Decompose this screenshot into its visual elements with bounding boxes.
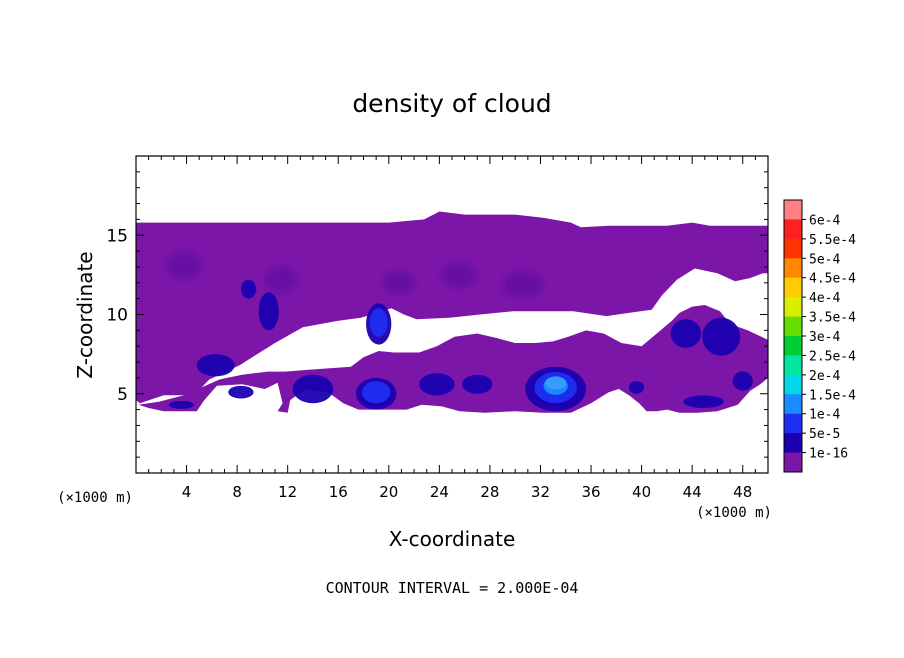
y-axis-label: Z-coordinate xyxy=(73,251,97,378)
colorbar-label: 5.5e-4 xyxy=(809,233,856,248)
density-contour xyxy=(462,374,493,394)
density-cell-1 xyxy=(168,400,195,409)
colorbar-label: 4.5e-4 xyxy=(809,272,856,287)
colorbar-swatch xyxy=(784,297,802,318)
colorbar: 6e-4 5.5e-4 5e-4 4.5e-4 4e-4 3.5e-4 3e-4 2.5e-4… xyxy=(783,199,856,473)
x-unit-right: (×1000 m) xyxy=(696,505,772,521)
density-contour xyxy=(369,308,388,337)
colorbar-swatch xyxy=(784,355,802,376)
colorbar-label: 6e-4 xyxy=(809,213,840,228)
colorbar-swatch xyxy=(784,336,802,356)
x-tick-label: 4 xyxy=(182,483,192,501)
colorbar-swatch xyxy=(784,258,802,279)
density-contour xyxy=(228,385,254,399)
x-tick-label: 16 xyxy=(329,483,348,501)
x-unit-left: (×1000 m) xyxy=(57,490,133,506)
x-tick-label: 36 xyxy=(581,483,600,501)
density-contour xyxy=(628,381,645,394)
colorbar-label: 1e-4 xyxy=(809,408,840,423)
density-contour xyxy=(362,381,391,404)
colorbar-label: 5e-4 xyxy=(809,252,840,267)
x-tick-label: 48 xyxy=(733,483,752,501)
density-contour xyxy=(670,319,702,348)
density-core xyxy=(545,376,567,390)
plot-area xyxy=(136,211,768,413)
x-tick-label: 32 xyxy=(531,483,550,501)
dark-patch-3 xyxy=(502,271,544,298)
density-contour xyxy=(258,292,279,331)
colorbar-swatch xyxy=(784,394,802,415)
dark-patch-2 xyxy=(266,266,297,293)
cloud-region-1 xyxy=(136,211,768,404)
x-tick-label: 44 xyxy=(683,483,702,501)
colorbar-swatch xyxy=(784,200,802,220)
density-cell-8 xyxy=(355,377,397,410)
colorbar-label: 2e-4 xyxy=(809,369,840,384)
colorbar-label: 2.5e-4 xyxy=(809,349,856,364)
colorbar-swatch xyxy=(784,219,802,240)
x-tick-label: 40 xyxy=(632,483,651,501)
colorbar-swatch xyxy=(784,433,802,454)
y-tick-label: 10 xyxy=(106,306,128,326)
dark-patch-1 xyxy=(166,252,202,279)
density-cell-11 xyxy=(525,366,586,412)
density-contour xyxy=(419,373,455,396)
density-contour xyxy=(683,395,724,409)
colorbar-label: 1e-16 xyxy=(809,447,848,462)
density-cell-4 xyxy=(258,292,279,331)
density-cell-9 xyxy=(419,373,455,396)
density-cell-14 xyxy=(732,371,753,391)
colorbar-swatch xyxy=(784,374,802,395)
y-tick-label: 15 xyxy=(106,226,128,246)
contour-interval-note: CONTOUR INTERVAL = 2.000E-04 xyxy=(326,579,579,597)
density-cell-5 xyxy=(240,279,257,299)
colorbar-label: 1.5e-4 xyxy=(809,388,856,403)
density-cell-10 xyxy=(462,374,493,394)
density-contour xyxy=(292,374,334,404)
x-tick-label: 24 xyxy=(430,483,449,501)
colorbar-swatch xyxy=(784,452,802,473)
colorbar-swatch xyxy=(784,316,802,337)
density-cell-15 xyxy=(683,395,724,409)
density-cell-6 xyxy=(292,374,334,404)
density-contour xyxy=(240,279,257,299)
colorbar-label: 5e-5 xyxy=(809,427,840,442)
density-cell-7 xyxy=(366,303,392,345)
colorbar-swatch xyxy=(784,238,802,259)
x-tick-label: 20 xyxy=(379,483,398,501)
density-contour xyxy=(196,354,235,377)
dark-patch-5 xyxy=(441,262,475,288)
x-tick-label: 12 xyxy=(278,483,297,501)
density-cell-12 xyxy=(670,319,702,348)
dark-patch-4 xyxy=(383,271,415,294)
colorbar-label: 3.5e-4 xyxy=(809,311,856,326)
colorbar-swatch xyxy=(784,413,802,434)
density-cell-16 xyxy=(628,381,645,394)
colorbar-label: 3e-4 xyxy=(809,330,840,345)
density-cell-3 xyxy=(228,385,254,399)
x-tick-label: 28 xyxy=(480,483,499,501)
density-contour xyxy=(702,317,741,356)
chart-title: density of cloud xyxy=(352,89,551,118)
colorbar-swatch xyxy=(784,277,802,298)
density-contour xyxy=(732,371,753,391)
density-cell-13 xyxy=(702,317,741,356)
y-tick-label: 5 xyxy=(117,385,128,405)
density-cell-2 xyxy=(196,354,235,377)
x-axis-label: X-coordinate xyxy=(389,527,516,551)
density-contour xyxy=(168,400,195,409)
x-tick-label: 8 xyxy=(232,483,242,501)
colorbar-label: 4e-4 xyxy=(809,291,840,306)
